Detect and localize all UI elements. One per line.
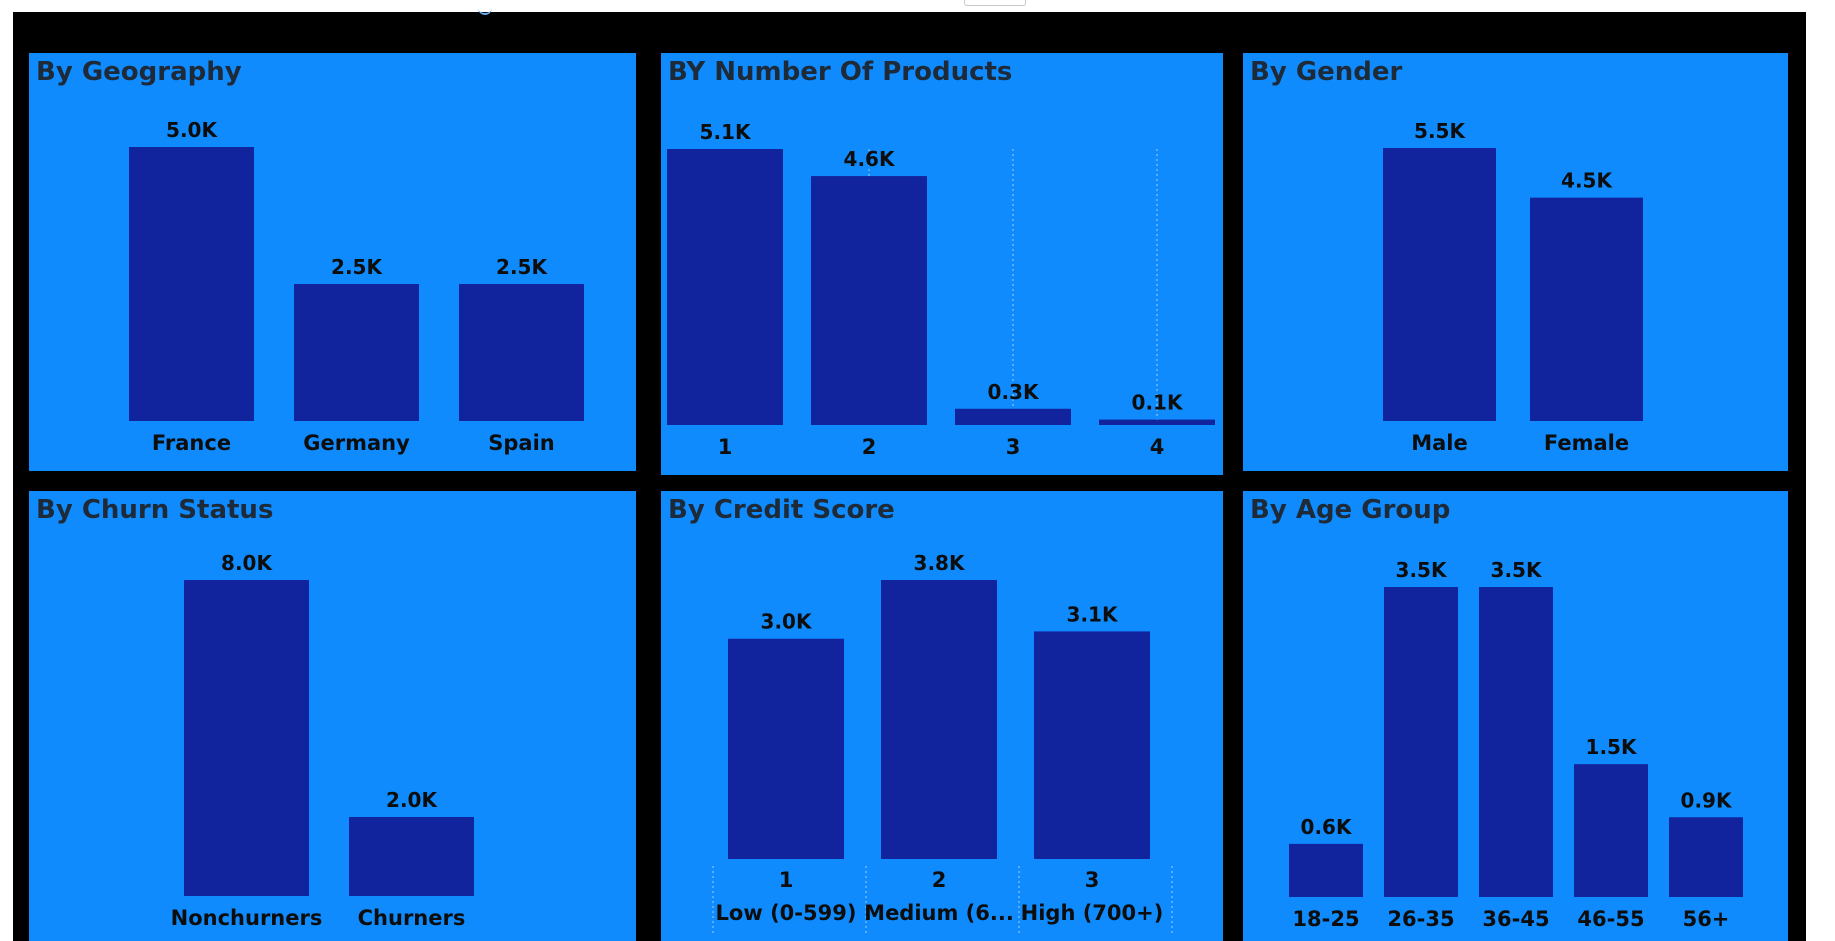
data-label-1: 3.5K <box>1396 558 1448 582</box>
credit-bar-chart: 3.0K 1 Low (0-599) 3.8K 2 Medium (6... 3.1K 3 Hi… <box>712 551 1173 934</box>
data-label-0: 0.6K <box>1301 815 1353 839</box>
products-chart-panel[interactable]: BY Number Of Products 5.1K 1 4.6K 2 0.3K 3 0.1… <box>661 53 1223 475</box>
bar-4 <box>1669 817 1743 897</box>
bar-0 <box>129 147 254 421</box>
data-label-4: 0.9K <box>1681 788 1733 812</box>
canvas-resize-handle[interactable] <box>964 0 1026 6</box>
data-label-0: 5.1K <box>700 120 752 144</box>
churn-chart-panel[interactable]: By Churn Status 8.0K Nonchurners 2.0K Churn… <box>29 491 636 941</box>
gender-bar-chart: 5.5K Male 4.5K Female <box>1383 119 1643 455</box>
bar-2 <box>955 408 1071 425</box>
bar-1 <box>349 817 474 896</box>
category-label-2: Spain <box>488 431 554 455</box>
bar-1 <box>811 176 927 425</box>
category-label-1: Female <box>1544 431 1629 455</box>
data-label-2: 0.3K <box>988 380 1040 404</box>
category-label-1: 2 <box>862 435 877 459</box>
bar-1 <box>294 284 419 421</box>
churn-bar-chart: 8.0K Nonchurners 2.0K Churners <box>171 551 474 930</box>
category-label-1: Germany <box>303 431 410 455</box>
category-label-1: 2 <box>932 868 947 892</box>
bar-2 <box>1479 587 1553 897</box>
category-label-3: 4 <box>1150 435 1165 459</box>
right-gutter <box>1806 12 1835 941</box>
bar-0 <box>667 149 783 425</box>
bar-2 <box>1034 631 1150 859</box>
category-label-0: 1 <box>718 435 733 459</box>
category-label-1: 26-35 <box>1387 907 1454 931</box>
age-chart-title: By Age Group <box>1250 495 1451 525</box>
subcategory-label-2: High (700+) <box>1021 901 1164 925</box>
category-label-1: Churners <box>358 906 466 930</box>
churn-chart-title: By Churn Status <box>36 495 274 525</box>
category-label-4: 56+ <box>1683 907 1730 931</box>
category-label-0: 18-25 <box>1292 907 1359 931</box>
category-label-2: 3 <box>1006 435 1021 459</box>
data-label-1: 4.6K <box>844 147 896 171</box>
products-bar-chart: 5.1K 1 4.6K 2 0.3K 3 0.1K 4 <box>667 120 1215 459</box>
bar-1 <box>1384 587 1458 897</box>
bar-0 <box>1383 148 1496 421</box>
category-label-2: 36-45 <box>1482 907 1549 931</box>
data-label-0: 8.0K <box>221 551 273 575</box>
data-label-1: 3.8K <box>914 551 966 575</box>
credit-chart-title: By Credit Score <box>668 495 895 525</box>
geography-chart-panel[interactable]: By Geography 5.0K France 2.5K Germany 2.5K Sp… <box>29 53 636 471</box>
data-label-0: 5.5K <box>1414 119 1466 143</box>
subcategory-label-0: Low (0-599) <box>716 901 857 925</box>
bar-2 <box>459 284 584 421</box>
category-label-3: 46-55 <box>1577 907 1644 931</box>
data-label-1: 2.0K <box>386 788 438 812</box>
bar-0 <box>184 580 309 896</box>
products-chart-title: BY Number Of Products <box>668 57 1013 87</box>
bar-1 <box>881 580 997 859</box>
data-label-1: 2.5K <box>331 255 383 279</box>
gender-chart-title: By Gender <box>1250 57 1403 87</box>
geography-bar-chart: 5.0K France 2.5K Germany 2.5K Spain <box>129 118 584 455</box>
data-label-0: 5.0K <box>166 118 218 142</box>
credit-chart-panel[interactable]: By Credit Score 3.0K 1 Low (0-599) 3.8K 2 Med… <box>661 491 1223 941</box>
data-label-0: 3.0K <box>761 610 813 634</box>
bar-3 <box>1574 764 1648 897</box>
loading-arc-icon <box>478 5 492 15</box>
data-label-1: 4.5K <box>1561 169 1613 193</box>
data-label-2: 3.5K <box>1491 558 1543 582</box>
bar-1 <box>1530 197 1643 421</box>
data-label-2: 2.5K <box>496 255 548 279</box>
category-label-0: France <box>152 431 231 455</box>
category-label-0: Male <box>1411 431 1468 455</box>
geography-chart-title: By Geography <box>36 57 242 87</box>
category-label-0: 1 <box>779 868 794 892</box>
data-label-3: 1.5K <box>1586 735 1638 759</box>
data-label-3: 0.1K <box>1132 391 1184 415</box>
category-label-2: 3 <box>1085 868 1100 892</box>
category-label-0: Nonchurners <box>171 906 323 930</box>
gender-chart-panel[interactable]: By Gender 5.5K Male 4.5K Female <box>1243 53 1788 471</box>
bar-3 <box>1099 419 1215 425</box>
age-chart-panel[interactable]: By Age Group 0.6K 18-25 3.5K 26-35 3.5K 36-45… <box>1243 491 1788 941</box>
bar-0 <box>728 638 844 859</box>
subcategory-label-1: Medium (6... <box>864 901 1014 925</box>
age-bar-chart: 0.6K 18-25 3.5K 26-35 3.5K 36-45 1.5K 46-55 0.9K… <box>1289 558 1743 931</box>
data-label-2: 3.1K <box>1067 602 1119 626</box>
bar-0 <box>1289 843 1363 897</box>
